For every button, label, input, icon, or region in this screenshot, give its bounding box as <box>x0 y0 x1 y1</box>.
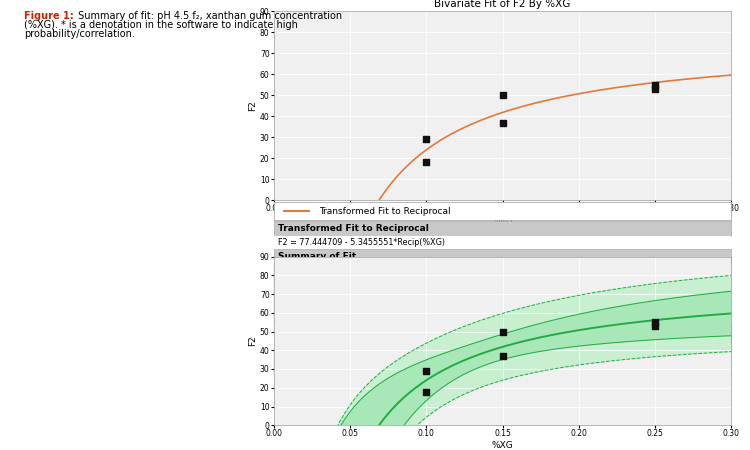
Text: Prob>|t|: Prob>|t| <box>631 342 664 350</box>
Text: RSquare Adj: RSquare Adj <box>278 278 326 287</box>
Text: Root Mean Square Error: Root Mean Square Error <box>278 290 370 299</box>
Text: F2 = 77.444709 - 5.3455551*Recip(%XG): F2 = 77.444709 - 5.3455551*Recip(%XG) <box>278 238 446 247</box>
Y-axis label: F2: F2 <box>248 100 257 111</box>
Text: 7.718252: 7.718252 <box>484 356 519 361</box>
Bar <box>274 276 731 288</box>
Text: Intercept: Intercept <box>278 356 311 361</box>
Bar <box>274 288 731 301</box>
Text: (%XG). * is a denotation in the software to indicate high: (%XG). * is a denotation in the software… <box>24 20 298 30</box>
Text: -5.345555: -5.345555 <box>393 368 430 374</box>
Text: 40: 40 <box>593 302 603 311</box>
Bar <box>274 364 731 377</box>
Point <box>420 136 432 143</box>
Point <box>649 319 661 326</box>
Point <box>496 92 508 99</box>
Text: 0.867189: 0.867189 <box>567 265 603 274</box>
Point <box>649 81 661 88</box>
Bar <box>274 220 731 236</box>
Text: 10.03: 10.03 <box>562 356 583 361</box>
Bar <box>274 340 731 352</box>
X-axis label: %XG: %XG <box>492 441 513 450</box>
Text: 0.833988: 0.833988 <box>567 278 603 287</box>
Bar <box>274 263 731 276</box>
Point <box>649 86 661 93</box>
Text: Mean of Response: Mean of Response <box>278 302 348 311</box>
Point <box>420 388 432 395</box>
Text: Summary of Fit: Summary of Fit <box>278 252 356 261</box>
Text: Estimate: Estimate <box>393 343 429 349</box>
Text: t Ratio: t Ratio <box>562 343 590 349</box>
Bar <box>274 352 731 365</box>
Text: Figure 1:: Figure 1: <box>24 11 74 21</box>
Text: Observations (or Sum Wgts): Observations (or Sum Wgts) <box>278 315 386 324</box>
Text: 6: 6 <box>598 315 603 324</box>
Text: Std Error: Std Error <box>484 343 521 349</box>
Text: RSquare: RSquare <box>278 265 310 274</box>
Text: -5.11: -5.11 <box>562 368 580 374</box>
Text: 0.0069*: 0.0069* <box>631 368 659 374</box>
Bar <box>274 249 731 263</box>
Bar <box>274 236 731 249</box>
Point <box>649 322 661 329</box>
Bar <box>274 313 731 325</box>
Text: 77.444709: 77.444709 <box>393 356 432 361</box>
Bar <box>274 301 731 313</box>
Text: Transformed Fit to Reciprocal: Transformed Fit to Reciprocal <box>320 207 452 216</box>
Text: 1.045978: 1.045978 <box>484 368 519 374</box>
Bar <box>274 325 731 340</box>
Y-axis label: F2: F2 <box>248 336 257 346</box>
Text: Parameter Estimates: Parameter Estimates <box>278 328 386 337</box>
Title: Bivariate Fit of F2 By %XG: Bivariate Fit of F2 By %XG <box>434 0 571 9</box>
Point <box>496 352 508 360</box>
Point <box>420 159 432 166</box>
Text: Term: Term <box>278 343 298 349</box>
Point <box>496 328 508 335</box>
Text: Transformed Fit to Reciprocal: Transformed Fit to Reciprocal <box>278 224 429 233</box>
Point <box>420 367 432 374</box>
Text: probability/correlation.: probability/correlation. <box>24 29 135 39</box>
X-axis label: %XG: %XG <box>492 216 513 225</box>
Text: 5.943709: 5.943709 <box>567 290 603 299</box>
Point <box>496 119 508 126</box>
Text: 0.0006*: 0.0006* <box>631 356 659 361</box>
Text: Summary of fit: pH 4.5 f₂, xanthan gum concentration: Summary of fit: pH 4.5 f₂, xanthan gum c… <box>75 11 342 21</box>
Text: Recip(%XG): Recip(%XG) <box>278 368 321 374</box>
